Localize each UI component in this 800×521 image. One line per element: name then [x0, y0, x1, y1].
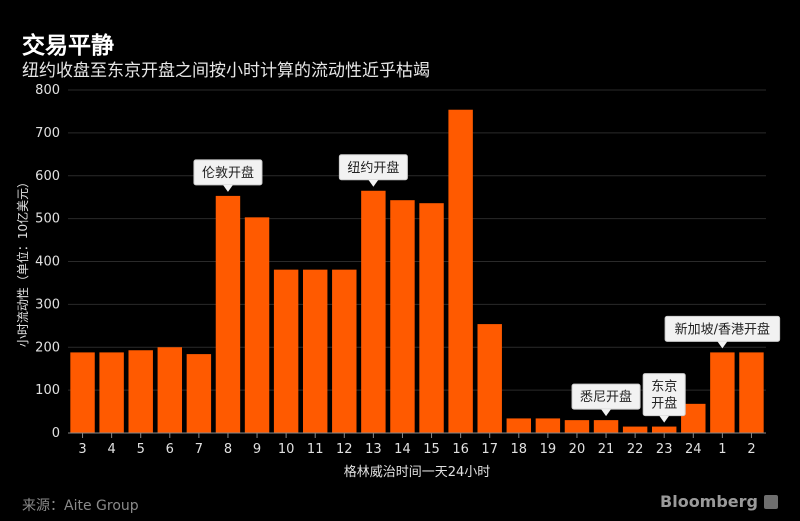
x-tick-label: 1: [718, 442, 726, 457]
x-tick-label: 20: [569, 442, 586, 457]
x-tick-label: 11: [307, 442, 324, 457]
annotation-pointer: [659, 415, 670, 423]
x-tick-label: 24: [685, 442, 702, 457]
bar: [70, 352, 95, 433]
bar: [302, 269, 328, 433]
annotation-label: 东京: [651, 380, 677, 395]
annotation-label: 悉尼开盘: [580, 389, 632, 405]
x-tick-label: 23: [656, 442, 673, 457]
bar: [215, 195, 241, 433]
annotation-label: 开盘: [651, 396, 677, 412]
x-tick-label: 2: [747, 442, 755, 457]
y-tick-label: 600: [35, 169, 60, 184]
bar: [710, 352, 735, 433]
annotation-callout: 新加坡/香港开盘: [664, 315, 781, 349]
annotation-callout: 悉尼开盘: [571, 383, 641, 417]
x-tick-label: 22: [627, 442, 644, 457]
annotation-callout: 纽约开盘: [338, 154, 408, 187]
x-tick-label: 13: [365, 442, 382, 457]
bar: [244, 217, 270, 433]
x-tick-label: 21: [598, 442, 615, 457]
bar: [99, 352, 124, 433]
bar: [332, 269, 357, 433]
x-tick-label: 12: [336, 442, 353, 457]
x-tick-label: 4: [107, 442, 115, 457]
x-tick-label: 3: [78, 442, 86, 457]
y-axis-label: 小时流动性（单位：10亿美元）: [15, 176, 30, 347]
x-tick-label: 18: [511, 442, 528, 457]
x-tick-label: 15: [423, 442, 440, 457]
y-tick-label: 100: [35, 383, 60, 398]
annotation-callout: 东京开盘: [642, 373, 686, 423]
x-tick-label: 16: [452, 442, 469, 457]
x-tick-label: 5: [137, 442, 145, 457]
y-tick-label: 200: [35, 340, 60, 355]
bar: [419, 203, 444, 433]
bar: [593, 420, 619, 433]
bar: [477, 324, 502, 433]
bloomberg-icon: [764, 494, 778, 509]
bar: [273, 269, 299, 433]
x-tick-label: 7: [195, 442, 203, 457]
x-tick-label: 14: [394, 442, 411, 457]
x-tick-label: 17: [481, 442, 498, 457]
bar: [535, 418, 561, 433]
x-tick-label: 19: [540, 442, 557, 457]
annotation-label: 新加坡/香港开盘: [675, 321, 770, 337]
x-tick-label: 8: [224, 442, 232, 457]
annotation-pointer: [222, 184, 233, 192]
source-note: 来源：Aite Group: [22, 498, 139, 514]
annotation-label: 伦敦开盘: [202, 165, 254, 181]
bar: [651, 426, 677, 433]
y-tick-label: 700: [35, 126, 60, 141]
x-axis-label: 格林威治时间一天24小时: [344, 464, 491, 480]
bar: [506, 418, 532, 433]
bar: [361, 190, 386, 433]
y-tick-label: 300: [35, 297, 60, 312]
chart-subtitle: 纽约收盘至东京开盘之间按小时计算的流动性近乎枯竭: [22, 61, 430, 81]
bar: [186, 354, 212, 433]
brand-label: Bloomberg: [660, 492, 758, 511]
bar: [448, 109, 473, 433]
x-tick-label: 6: [166, 442, 174, 457]
bar: [128, 350, 153, 433]
y-tick-label: 800: [35, 83, 60, 98]
annotation-label: 纽约开盘: [347, 160, 399, 176]
annotation-callout: 伦敦开盘: [193, 159, 263, 192]
bar: [739, 352, 764, 433]
y-tick-label: 500: [35, 212, 60, 227]
bar: [564, 420, 590, 433]
bars: [70, 109, 764, 433]
bloomberg-logo: Bloomberg: [660, 492, 778, 511]
y-tick-label: 0: [52, 426, 60, 441]
bar: [390, 200, 415, 433]
annotation-pointer: [368, 179, 379, 187]
bar: [622, 426, 648, 433]
y-tick-label: 400: [35, 255, 60, 270]
annotation-pointer: [601, 409, 612, 417]
x-tick-label: 10: [278, 442, 295, 457]
annotation-pointer: [717, 341, 728, 349]
x-tick-label: 9: [253, 442, 261, 457]
chart-title: 交易平静: [22, 32, 114, 59]
bar: [157, 347, 183, 433]
